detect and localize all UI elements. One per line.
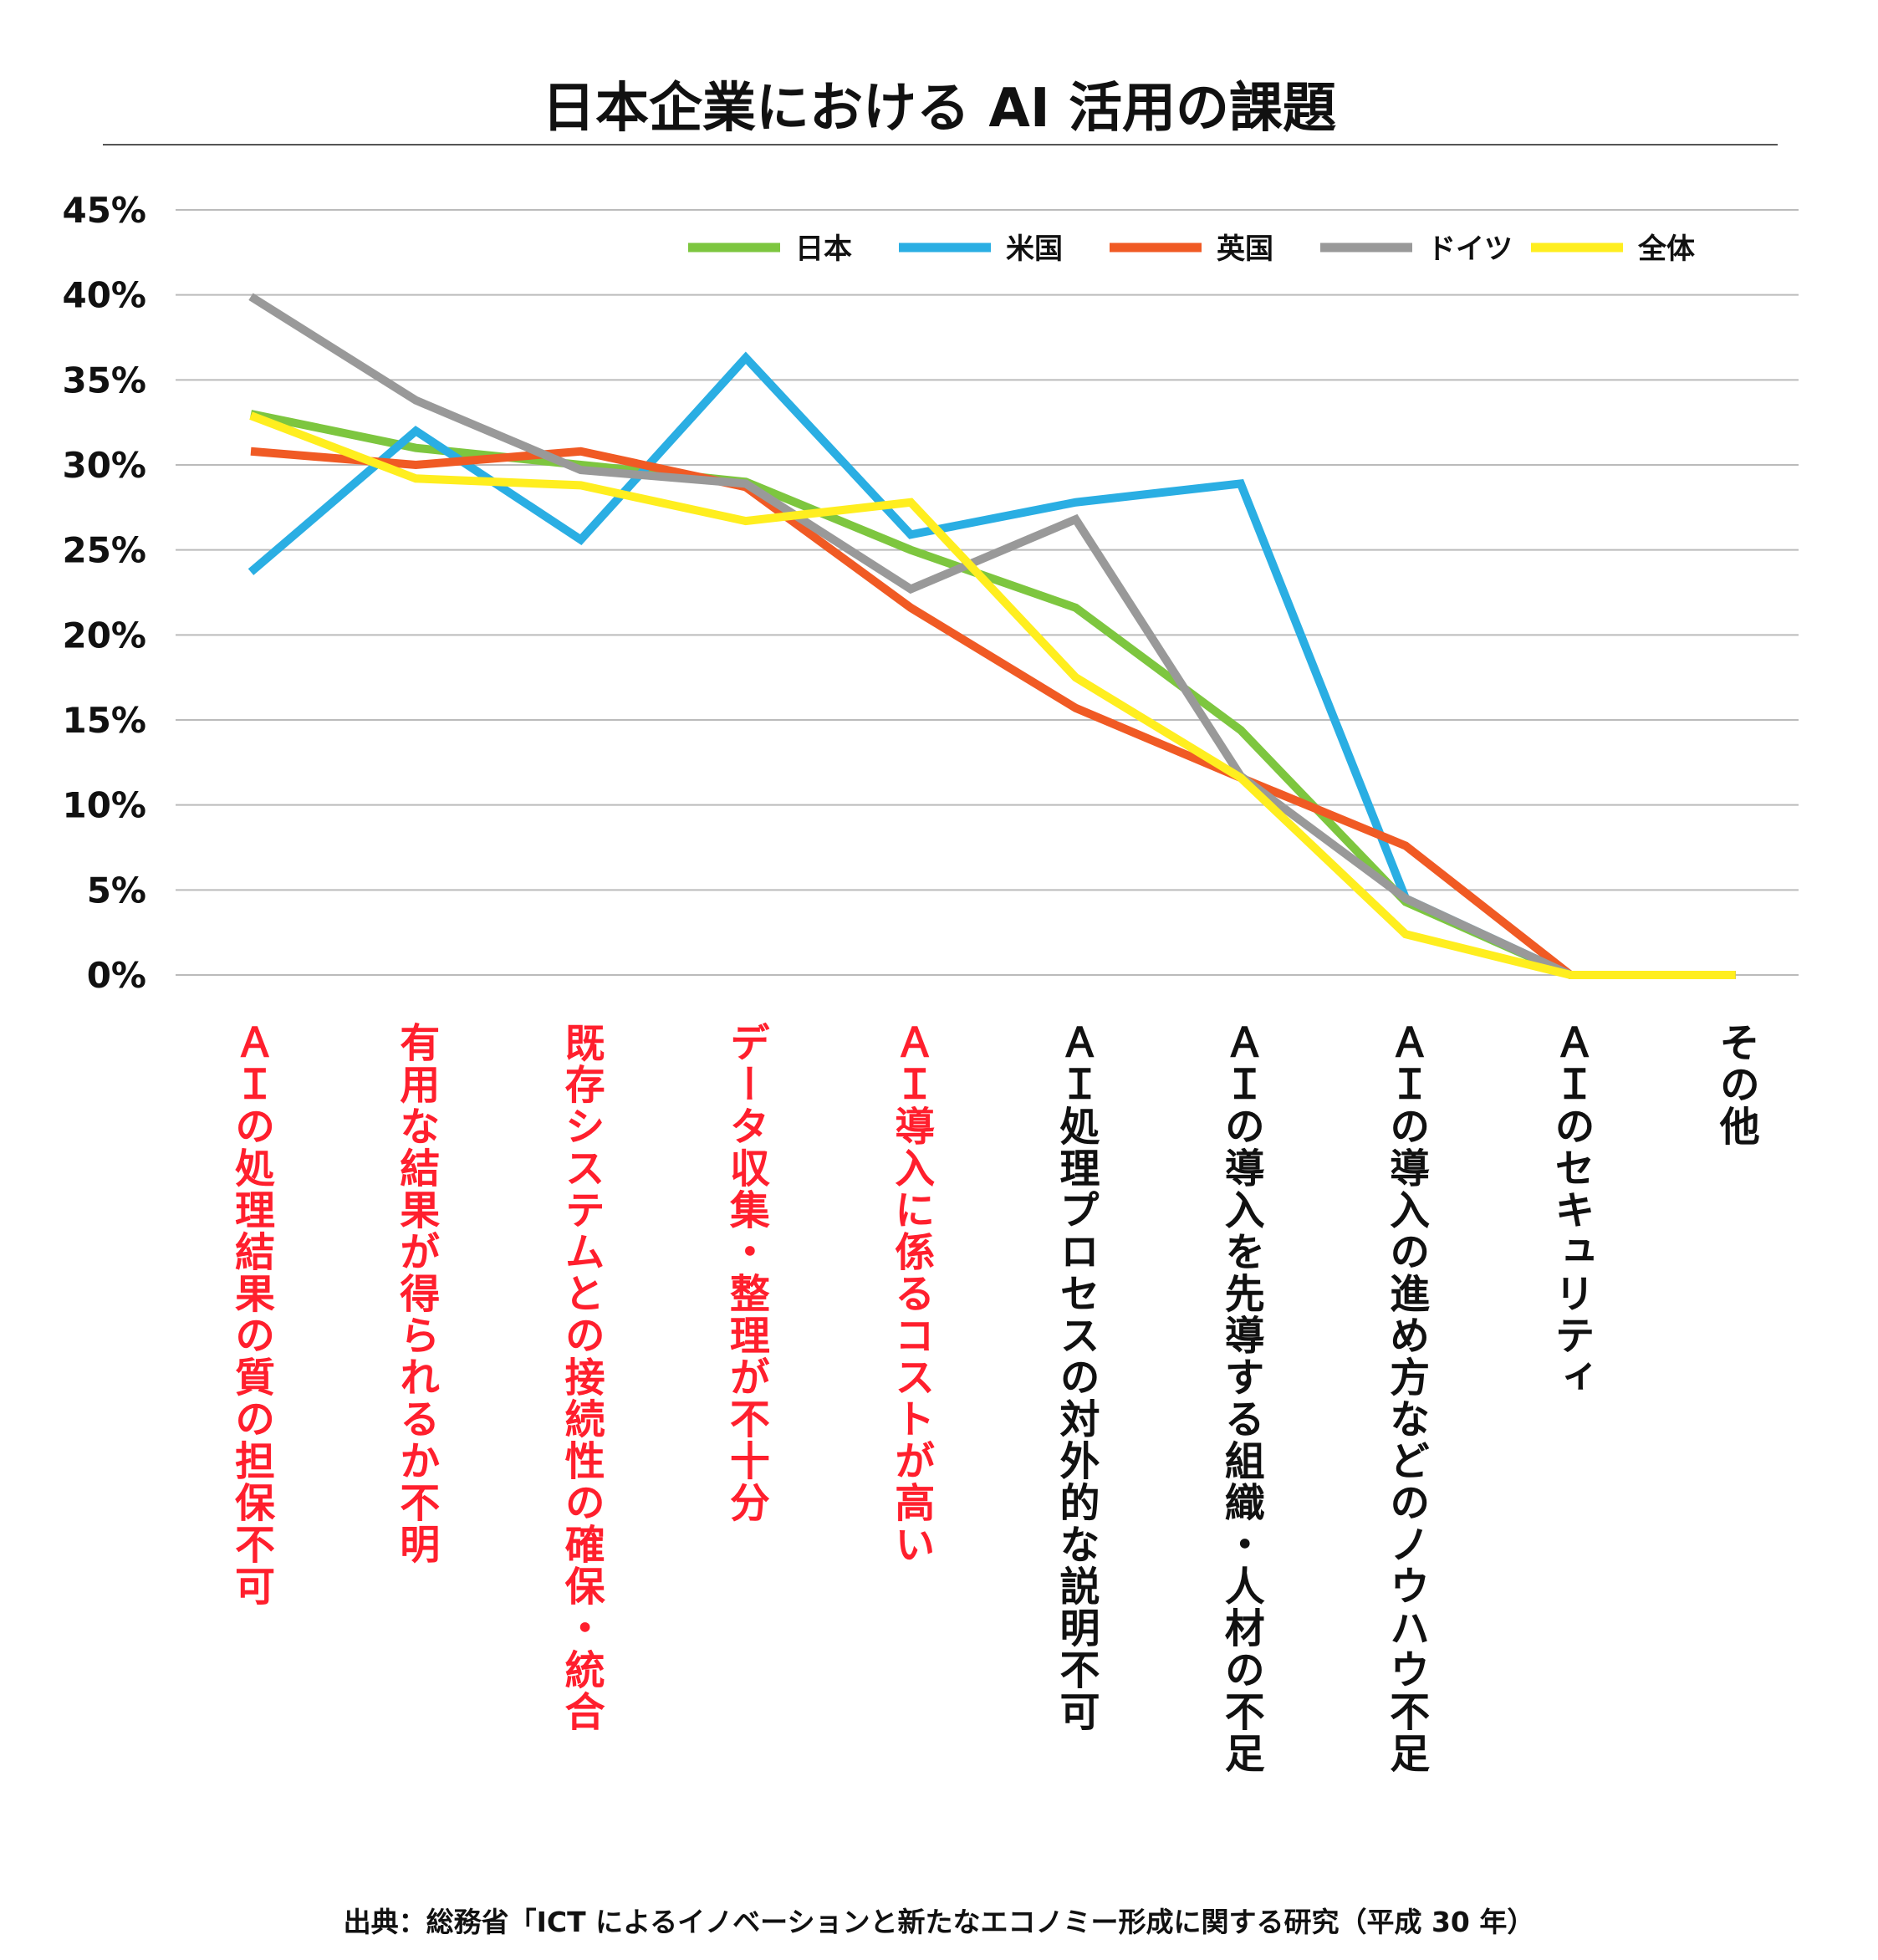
y-tick-label: 10%: [62, 785, 146, 826]
y-tick-label: 20%: [62, 615, 146, 656]
category-label: ＡＩの導入の進め方などのノウハウ不足: [1382, 1022, 1430, 1774]
title-divider: [103, 144, 1778, 145]
category-label: 既存システムとの接続性の確保・統合: [557, 1022, 605, 1733]
category-label: その他: [1712, 1022, 1759, 1147]
y-tick-label: 0%: [87, 955, 146, 996]
y-tick-label: 35%: [62, 360, 146, 401]
category-label: ＡＩのセキュリティ: [1547, 1022, 1595, 1398]
legend-label: ドイツ: [1427, 232, 1513, 266]
legend-label: 全体: [1637, 232, 1695, 266]
y-tick-label: 5%: [87, 870, 146, 911]
category-label: データ収集・整理が不十分: [722, 1022, 769, 1524]
legend-label: 米国: [1006, 232, 1063, 266]
y-tick-label: 40%: [62, 275, 146, 316]
source-note: 出典：総務省「ICT によるイノベーションと新たなエコノミー形成に関する研究（平…: [343, 1906, 1535, 1938]
series-line: [249, 410, 1736, 979]
category-label: ＡＩの処理結果の質の担保不可: [227, 1022, 274, 1607]
series-line: [250, 447, 1736, 979]
legend-label: 英国: [1217, 232, 1273, 266]
series-line: [249, 411, 1736, 979]
series-line: [248, 293, 1736, 979]
chart-title: 日本企業における AI 活用の課題: [542, 78, 1336, 140]
y-tick-label: 30%: [62, 445, 146, 486]
y-tick-label: 45%: [62, 190, 146, 231]
y-tick-label: 25%: [62, 530, 146, 571]
category-label: ＡＩ導入に係るコストが高い: [887, 1022, 935, 1565]
legend-label: 日本: [795, 232, 852, 266]
category-label: 有用な結果が得られるか不明: [392, 1022, 440, 1565]
category-label: ＡＩの導入を先導する組織・人材の不足: [1217, 1022, 1264, 1774]
y-tick-label: 15%: [62, 700, 146, 741]
category-label: ＡＩ処理プロセスの対外的な説明不可: [1052, 1022, 1100, 1733]
